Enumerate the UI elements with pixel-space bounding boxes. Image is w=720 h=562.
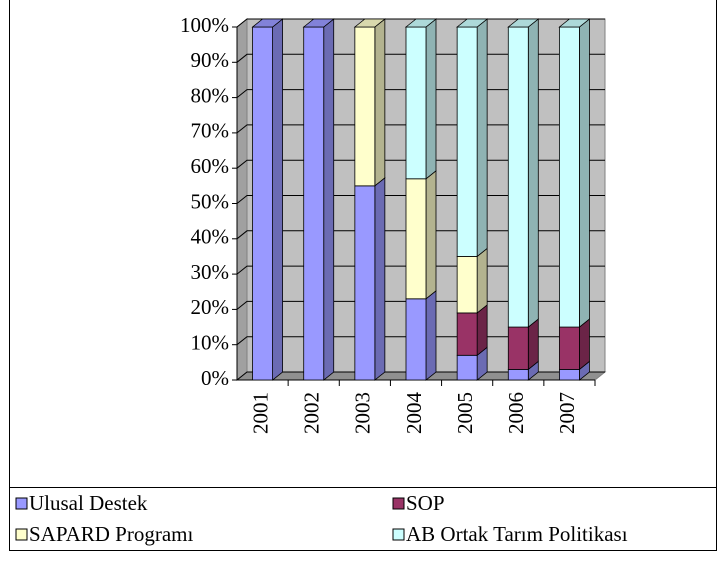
bar-front xyxy=(456,26,478,257)
bar-segment xyxy=(507,18,539,328)
y-tick-label: 20% xyxy=(191,295,230,319)
x-tick-label: 2005 xyxy=(453,392,477,434)
bar-top xyxy=(507,18,540,28)
bar-segment xyxy=(559,18,590,328)
bar-side xyxy=(579,18,590,328)
legend-label: Ulusal Destek xyxy=(29,491,148,515)
bar-segment xyxy=(354,177,386,381)
y-tick-label: 100% xyxy=(180,13,229,37)
bar-top xyxy=(558,18,591,28)
x-tick-label: 2003 xyxy=(351,392,375,434)
y-tick-label: 70% xyxy=(191,119,230,143)
x-tick-label: 2004 xyxy=(402,392,426,435)
bar-front xyxy=(507,326,529,370)
bar-segment xyxy=(456,304,488,357)
bar-segment xyxy=(303,18,335,381)
bar-side xyxy=(323,18,335,381)
bar-front xyxy=(456,312,478,356)
legend-label: AB Ortak Tarım Politikası xyxy=(406,522,628,546)
bar-segment xyxy=(456,18,488,258)
bar-top xyxy=(456,18,489,28)
bar-top xyxy=(251,18,284,28)
legend-label: SAPARD Programı xyxy=(29,522,194,546)
bar-front xyxy=(507,369,529,381)
bar-segment xyxy=(405,18,437,180)
bar-front xyxy=(559,26,580,328)
legend-swatch xyxy=(392,528,405,541)
bar-front xyxy=(507,26,529,328)
bar-segment xyxy=(507,318,539,371)
bar-side xyxy=(527,318,539,371)
bar-front xyxy=(354,26,376,187)
bar-segment xyxy=(354,18,386,187)
bar-front xyxy=(559,369,580,381)
bar-side xyxy=(272,18,283,381)
x-tick-label: 2007 xyxy=(555,392,579,434)
legend-label: SOP xyxy=(406,491,445,515)
bar-side xyxy=(579,318,590,371)
bar-front xyxy=(252,26,273,381)
bar-side xyxy=(425,169,437,300)
bar-side xyxy=(527,18,539,328)
legend-swatch xyxy=(15,528,28,541)
y-tick-label: 30% xyxy=(191,260,230,284)
bar-top xyxy=(302,18,335,28)
bar-front xyxy=(405,178,427,300)
bar-front xyxy=(405,298,427,381)
y-tick-label: 60% xyxy=(191,154,230,178)
x-tick-label: 2001 xyxy=(248,392,272,434)
bar-segment xyxy=(456,346,488,381)
bar-segment xyxy=(252,18,283,381)
bar-front xyxy=(303,26,325,381)
bar-side xyxy=(476,18,488,258)
bar-side xyxy=(476,247,488,314)
y-tick-label: 10% xyxy=(191,331,230,355)
bar-front xyxy=(456,354,478,381)
y-tick-label: 40% xyxy=(191,225,230,249)
bar-side xyxy=(425,18,437,180)
x-tick-label: 2002 xyxy=(300,392,324,434)
bar-segment xyxy=(559,318,590,371)
bar-side xyxy=(374,177,386,381)
bar-front xyxy=(354,185,376,381)
bar-side xyxy=(425,289,437,381)
bar-top xyxy=(404,18,438,28)
bar-front xyxy=(559,326,580,370)
bar-front xyxy=(405,26,427,180)
bar-segment xyxy=(405,289,437,381)
y-tick-label: 80% xyxy=(191,83,230,107)
bar-front xyxy=(456,256,478,314)
y-tick-label: 50% xyxy=(191,189,230,213)
y-tick-label: 0% xyxy=(201,366,229,390)
legend-frame xyxy=(9,487,717,551)
x-tick-label: 2006 xyxy=(504,392,528,434)
bar-side xyxy=(374,18,386,187)
y-tick-label: 90% xyxy=(191,48,230,72)
bar-segment xyxy=(456,247,488,314)
bar-segment xyxy=(405,169,437,300)
bar-top xyxy=(353,18,386,28)
legend-swatch xyxy=(15,497,28,510)
legend-swatch xyxy=(392,497,405,510)
bar-side xyxy=(476,304,488,357)
